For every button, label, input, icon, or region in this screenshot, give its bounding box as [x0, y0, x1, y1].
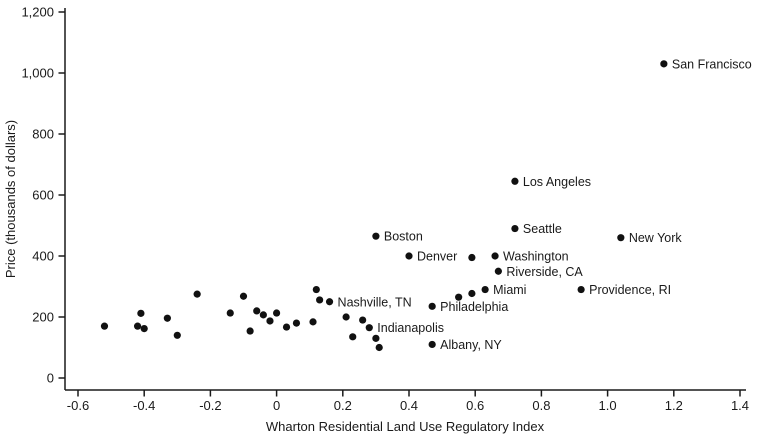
data-point	[273, 309, 281, 317]
data-point	[140, 324, 148, 333]
x-tick-label: 0.2	[334, 398, 352, 413]
x-axis-title: Wharton Residential Land Use Regulatory …	[266, 419, 545, 434]
y-tick-label: 1,000	[21, 66, 54, 81]
y-axis-ticks: 0 200 400 600 800 1,000 1,200	[21, 5, 65, 386]
y-tick-label: 800	[32, 127, 54, 142]
y-tick-label: 400	[32, 249, 54, 264]
data-point-philadelphia	[428, 302, 436, 310]
data-point	[309, 318, 317, 326]
data-point	[282, 323, 291, 331]
data-point	[375, 343, 383, 352]
x-tick-label: 0.8	[532, 398, 550, 413]
data-point-albany-ny	[428, 340, 436, 349]
data-point-indianapolis	[365, 324, 373, 332]
city-label-new-york: New York	[629, 231, 683, 245]
y-tick-label: 600	[32, 188, 54, 203]
data-point	[193, 290, 201, 298]
x-tick-label: 0	[273, 398, 280, 413]
data-point	[133, 322, 142, 330]
x-tick-label: -0.6	[67, 398, 89, 413]
data-point	[342, 313, 350, 321]
data-point	[239, 292, 248, 300]
data-point-boston	[372, 232, 380, 240]
data-point	[468, 289, 476, 298]
city-label-indianapolis: Indianapolis	[377, 321, 444, 335]
data-point	[292, 319, 301, 327]
data-point-seattle	[511, 224, 519, 233]
city-label-providence-ri: Providence, RI	[589, 283, 671, 297]
y-tick-label: 0	[47, 371, 54, 386]
data-point	[100, 322, 109, 330]
data-point-providence-ri	[577, 285, 585, 294]
data-point	[316, 296, 324, 304]
x-tick-label: 1.2	[665, 398, 683, 413]
data-point-washington	[491, 252, 499, 260]
y-axis-title: Price (thousands of dollars)	[3, 120, 18, 278]
x-axis-ticks: -0.6 -0.4 -0.2 0 0.2 0.4 0.6 0.8 1.0 1.2 1.4	[67, 390, 749, 413]
y-tick-label: 200	[32, 310, 54, 325]
data-point-riverside-ca	[494, 267, 502, 275]
data-point	[312, 285, 320, 294]
city-label-los-angeles: Los Angeles	[523, 175, 591, 189]
city-label-philadelphia: Philadelphia	[440, 300, 508, 314]
data-point-new-york	[617, 234, 625, 242]
city-label-washington: Washington	[503, 250, 569, 264]
x-tick-label: -0.2	[199, 398, 221, 413]
data-point	[349, 333, 357, 341]
data-point	[253, 307, 261, 315]
data-point-denver	[405, 252, 413, 260]
data-point	[246, 327, 254, 335]
x-tick-label: 0.6	[466, 398, 484, 413]
data-point-miami	[481, 285, 489, 294]
data-point	[372, 334, 380, 342]
city-label-denver: Denver	[417, 250, 457, 264]
point-city-labels: San Francisco Los Angeles Seattle New York B…	[338, 57, 752, 352]
city-label-san-francisco: San Francisco	[672, 57, 752, 71]
x-tick-label: 1.4	[731, 398, 749, 413]
data-point-los-angeles	[511, 177, 519, 185]
city-label-nashville-tn: Nashville, TN	[338, 295, 412, 309]
data-point	[163, 314, 171, 322]
city-label-boston: Boston	[384, 230, 423, 244]
data-point	[259, 311, 267, 319]
y-tick-label: 1,200	[21, 5, 54, 20]
data-point	[468, 253, 476, 262]
scatter-points	[100, 60, 668, 352]
city-label-seattle: Seattle	[523, 222, 562, 236]
data-point	[359, 316, 367, 324]
data-point	[226, 309, 234, 317]
city-label-riverside-ca: Riverside, CA	[506, 265, 583, 279]
data-point	[266, 317, 274, 325]
x-tick-label: -0.4	[133, 398, 155, 413]
data-point-nashville-tn	[325, 298, 334, 306]
city-label-miami: Miami	[493, 283, 526, 297]
data-point	[137, 309, 145, 317]
data-point	[173, 331, 181, 339]
x-tick-label: 1.0	[599, 398, 617, 413]
data-point	[455, 293, 463, 301]
data-point-san-francisco	[660, 60, 668, 68]
city-label-albany-ny: Albany, NY	[440, 338, 502, 352]
x-tick-label: 0.4	[400, 398, 418, 413]
